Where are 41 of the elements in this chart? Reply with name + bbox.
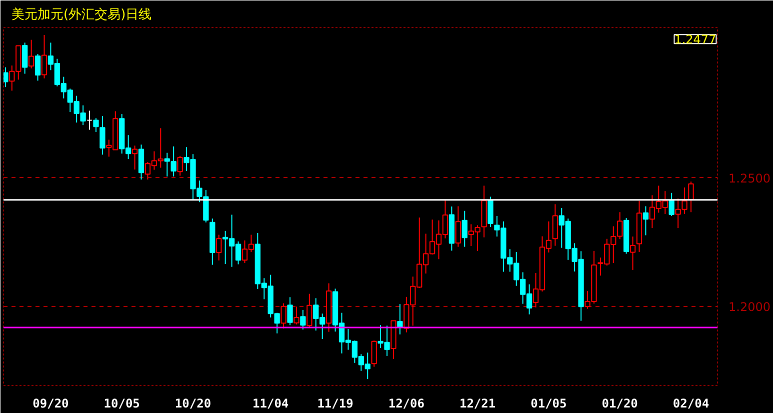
- y-tick-label: 1.2500: [728, 171, 770, 186]
- x-tick-label: 11/04: [252, 396, 289, 410]
- x-tick-label: 01/05: [530, 396, 567, 410]
- candlestick: [397, 304, 403, 335]
- x-tick-label: 09/20: [32, 396, 69, 410]
- candlestick: [287, 296, 293, 326]
- x-tick-label: 12/21: [460, 396, 496, 410]
- candlestick: [177, 155, 183, 176]
- candlestick: [642, 206, 649, 236]
- candlestick: [280, 302, 286, 329]
- candlestick: [630, 236, 636, 270]
- x-tick-label: 12/06: [388, 396, 424, 410]
- candlestick: [488, 196, 494, 228]
- candlestick: [668, 192, 674, 216]
- candlestick: [552, 204, 558, 246]
- candlestick: [86, 110, 92, 130]
- candlestick: [455, 206, 461, 248]
- candlestick: [93, 118, 99, 133]
- x-tick-label: 01/20: [602, 396, 638, 410]
- candlestick: [138, 144, 144, 180]
- x-tick-label: 10/20: [174, 396, 212, 410]
- candlestick: [371, 340, 377, 368]
- candlestick: [216, 234, 222, 261]
- x-tick-label: 10/05: [104, 396, 140, 410]
- candlestick: [300, 309, 306, 330]
- candlestick: [41, 34, 48, 79]
- y-tick-label: 1.2000: [728, 300, 770, 314]
- candlestick: [100, 116, 106, 156]
- annotation: 1.2477: [674, 32, 716, 47]
- x-tick-label: 02/04: [672, 396, 710, 410]
- candlestick: [294, 306, 300, 325]
- candlestick: [306, 293, 312, 328]
- candlestick: [22, 42, 28, 74]
- x-tick-label: 11/19: [317, 396, 354, 410]
- candlestick: [132, 145, 138, 170]
- candlestick: [4, 66, 8, 88]
- candlestick: [688, 181, 694, 213]
- chart-title: 美元加元(外汇交易)日线: [12, 6, 152, 22]
- candlestick: [462, 210, 468, 248]
- candlestick: [28, 39, 34, 69]
- candlestick: [34, 53, 41, 82]
